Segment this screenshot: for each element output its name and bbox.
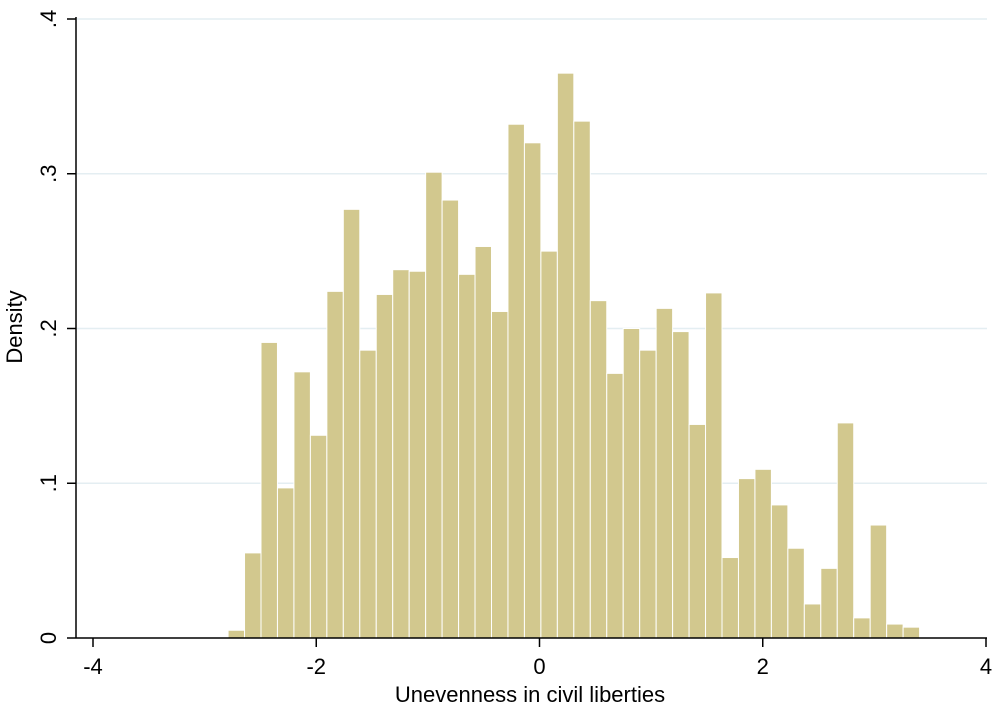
histogram-bar [853,617,871,639]
histogram-bar [260,341,278,639]
histogram-bar [705,292,723,639]
histogram-bar [425,171,443,639]
histogram-bar [309,434,328,639]
x-axis-title: Unevenness in civil liberties [395,682,665,707]
histogram-bar [836,422,855,639]
y-axis-ticks: 0 .1 .2 .3 .4 [36,10,76,644]
y-tick-label: .3 [36,165,61,183]
histogram-bar [589,300,608,639]
histogram-bar [507,123,525,639]
histogram-bar [375,293,394,639]
y-tick-label: .1 [36,474,61,492]
histogram-bar [556,72,575,639]
x-tick-label: -4 [83,654,103,679]
histogram-bar [770,504,789,639]
histogram-bar [227,629,246,639]
histogram-bar [458,273,476,639]
histogram-bar [639,349,657,639]
x-tick-label: -2 [306,654,326,679]
histogram-bar [441,199,460,639]
histogram-bar [886,623,904,639]
histogram-bar [820,567,838,639]
histogram-bar [244,552,262,639]
histogram-bar [622,328,641,639]
y-tick-label: 0 [36,632,61,644]
histogram-bar [474,245,493,639]
histogram-bar [754,468,772,639]
histogram-bar [869,524,888,639]
histogram-bar [276,487,295,639]
histogram-bar [721,557,739,639]
y-axis-title: Density [2,290,27,363]
histogram-bar [737,478,756,639]
y-tick-label: .4 [36,10,61,28]
histogram-bar [787,547,805,639]
histogram-bar [293,371,311,639]
histogram-bar [573,120,591,639]
histogram-bar [902,626,921,639]
histogram-bar [540,250,558,639]
histogram-bars [227,72,921,639]
x-tick-label: 0 [533,654,545,679]
histogram-bar [408,270,427,639]
axes [75,17,987,639]
histogram-bar [606,372,624,639]
histogram-bar [523,142,542,639]
histogram-bar [359,349,377,639]
histogram-bar [655,307,674,639]
histogram-bar [491,310,509,639]
histogram-bar [803,603,822,639]
x-tick-label: 4 [980,654,992,679]
histogram-bar [688,423,707,639]
histogram-bar [672,331,690,639]
histogram-bar [392,269,410,639]
histogram-bar [342,208,361,639]
y-tick-label: .2 [36,319,61,337]
x-axis-ticks: -4 -2 0 2 4 [83,638,992,679]
x-tick-label: 2 [757,654,769,679]
histogram-bar [326,290,344,639]
